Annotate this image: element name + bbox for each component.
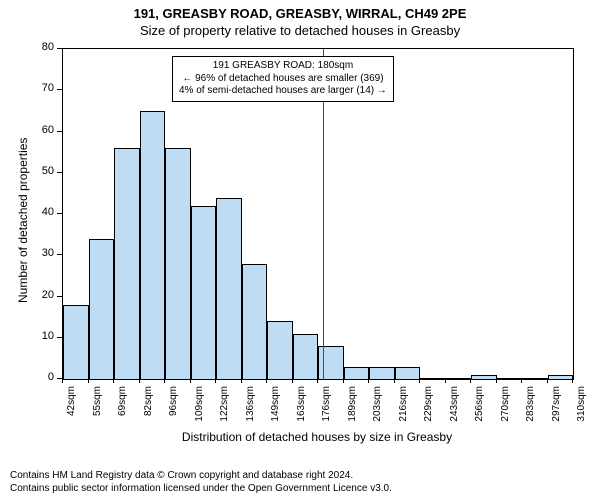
histogram-bar	[446, 378, 472, 379]
x-tick-label: 229sqm	[423, 386, 434, 426]
x-tick	[113, 378, 114, 383]
x-tick	[317, 378, 318, 383]
x-tick	[266, 378, 267, 383]
x-tick-label: 136sqm	[245, 386, 256, 426]
y-tick	[57, 131, 62, 132]
x-tick-label: 270sqm	[500, 386, 511, 426]
y-tick	[57, 254, 62, 255]
x-tick-label: 297sqm	[551, 386, 562, 426]
annotation-line-3: 4% of semi-detached houses are larger (1…	[179, 85, 387, 98]
y-tick	[57, 213, 62, 214]
y-tick-label: 0	[24, 371, 54, 383]
histogram-bar	[191, 206, 217, 379]
annotation-box: 191 GREASBY ROAD: 180sqm ← 96% of detach…	[172, 56, 394, 102]
x-tick-label: 256sqm	[474, 386, 485, 426]
x-tick-label: 243sqm	[449, 386, 460, 426]
x-tick	[572, 378, 573, 383]
x-tick-label: 69sqm	[117, 386, 128, 426]
histogram-bar	[369, 367, 395, 379]
x-tick-label: 216sqm	[398, 386, 409, 426]
x-tick-label: 122sqm	[219, 386, 230, 426]
x-tick	[139, 378, 140, 383]
y-tick	[57, 48, 62, 49]
histogram-bar	[395, 367, 421, 379]
y-tick-label: 40	[24, 206, 54, 218]
x-tick	[419, 378, 420, 383]
histogram-bar	[89, 239, 115, 379]
x-tick	[88, 378, 89, 383]
x-tick	[547, 378, 548, 383]
y-tick-label: 20	[24, 289, 54, 301]
x-tick	[394, 378, 395, 383]
footer-line-1: Contains HM Land Registry data © Crown c…	[10, 470, 353, 481]
histogram-bar	[471, 375, 497, 379]
histogram-bar	[267, 321, 293, 379]
x-tick	[368, 378, 369, 383]
histogram-bar	[63, 305, 89, 379]
histogram-bar	[548, 375, 574, 379]
x-tick	[496, 378, 497, 383]
y-tick-label: 80	[24, 41, 54, 53]
annotation-line-1: 191 GREASBY ROAD: 180sqm	[179, 60, 387, 73]
y-tick	[57, 89, 62, 90]
x-tick	[445, 378, 446, 383]
x-tick-label: 96sqm	[168, 386, 179, 426]
x-tick-label: 163sqm	[296, 386, 307, 426]
x-tick	[241, 378, 242, 383]
histogram-bar	[165, 148, 191, 379]
chart-title-subtitle: Size of property relative to detached ho…	[0, 21, 600, 38]
y-tick	[57, 172, 62, 173]
x-tick	[292, 378, 293, 383]
y-tick	[57, 296, 62, 297]
histogram-bar	[216, 198, 242, 380]
y-tick-label: 10	[24, 330, 54, 342]
x-tick	[164, 378, 165, 383]
y-axis-label: Number of detached properties	[16, 138, 30, 303]
x-tick-label: 149sqm	[270, 386, 281, 426]
histogram-bar	[522, 378, 548, 379]
chart-container: 191, GREASBY ROAD, GREASBY, WIRRAL, CH49…	[0, 0, 600, 500]
x-tick-label: 310sqm	[576, 386, 587, 426]
histogram-bar	[242, 264, 268, 380]
histogram-bar	[344, 367, 370, 379]
x-tick-label: 189sqm	[347, 386, 358, 426]
histogram-bar	[420, 378, 446, 379]
x-axis-label: Distribution of detached houses by size …	[62, 430, 572, 444]
histogram-bar	[318, 346, 344, 379]
histogram-bar	[497, 378, 523, 379]
histogram-bar	[114, 148, 140, 379]
histogram-bar	[293, 334, 319, 379]
y-tick	[57, 337, 62, 338]
x-tick-label: 109sqm	[194, 386, 205, 426]
x-tick-label: 82sqm	[143, 386, 154, 426]
x-tick-label: 283sqm	[525, 386, 536, 426]
histogram-bar	[140, 111, 166, 379]
x-tick-label: 203sqm	[372, 386, 383, 426]
x-tick-label: 55sqm	[92, 386, 103, 426]
x-tick-label: 176sqm	[321, 386, 332, 426]
annotation-line-2: ← 96% of detached houses are smaller (36…	[179, 73, 387, 86]
x-tick	[62, 378, 63, 383]
x-tick	[215, 378, 216, 383]
chart-title-address: 191, GREASBY ROAD, GREASBY, WIRRAL, CH49…	[0, 0, 600, 21]
footer-line-2: Contains public sector information licen…	[10, 483, 392, 494]
x-tick-label: 42sqm	[66, 386, 77, 426]
y-tick-label: 60	[24, 124, 54, 136]
x-tick	[343, 378, 344, 383]
x-tick	[521, 378, 522, 383]
x-tick	[190, 378, 191, 383]
y-tick-label: 30	[24, 247, 54, 259]
y-tick-label: 70	[24, 82, 54, 94]
y-tick-label: 50	[24, 165, 54, 177]
x-tick	[470, 378, 471, 383]
